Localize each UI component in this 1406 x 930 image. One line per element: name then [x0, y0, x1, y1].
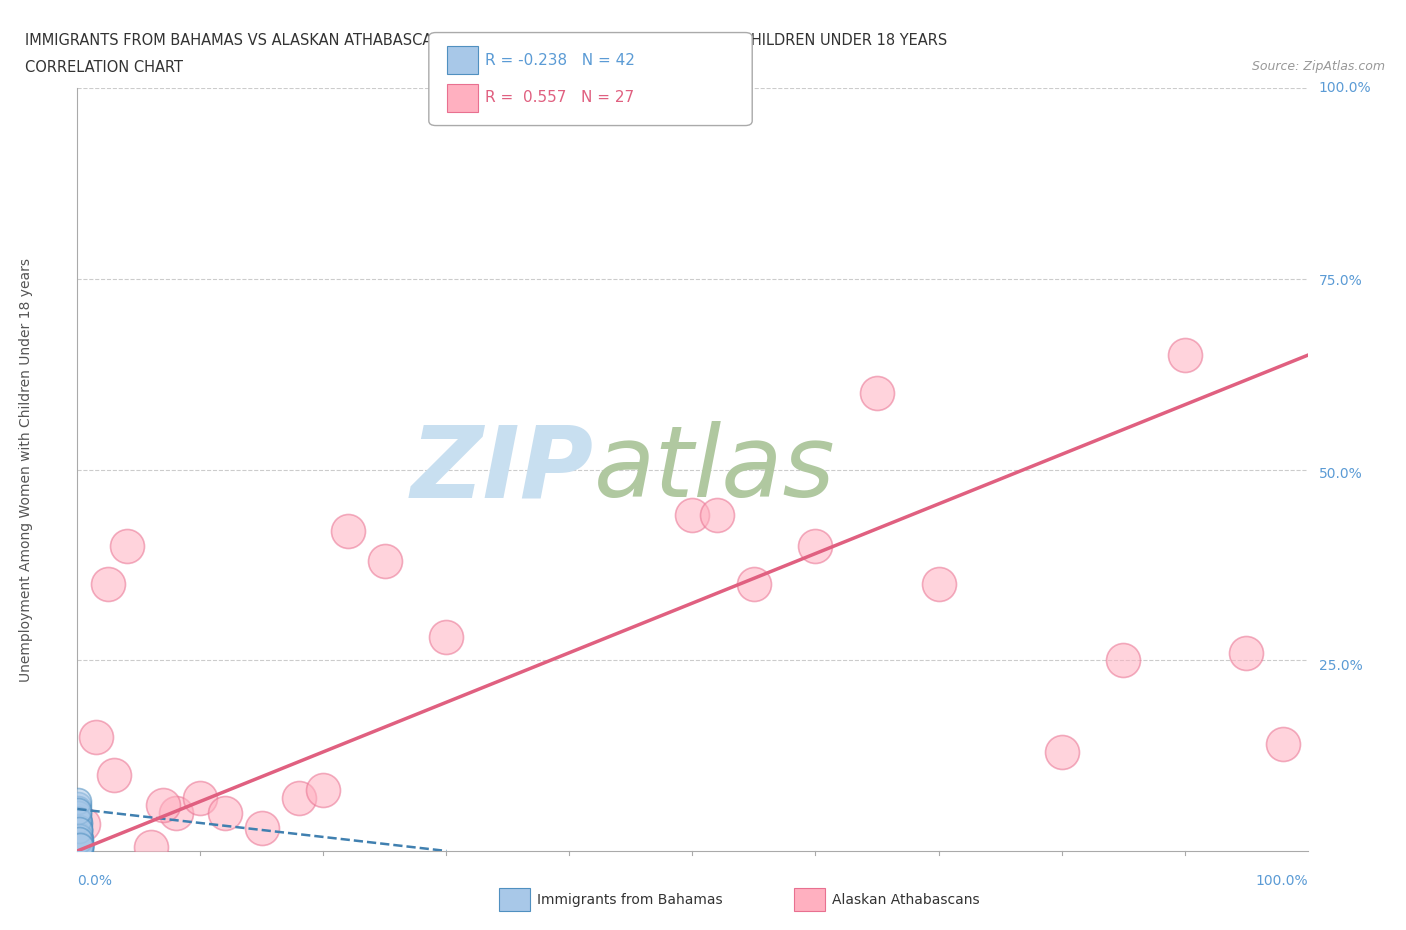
- Point: [67, 813, 90, 828]
- Point: [66, 820, 89, 835]
- Point: [67, 817, 90, 831]
- Point: [337, 524, 360, 538]
- Point: [67, 822, 90, 837]
- Point: [436, 630, 458, 644]
- Point: [67, 836, 90, 851]
- Text: 50.0%: 50.0%: [1319, 467, 1362, 482]
- Point: [67, 812, 90, 827]
- Point: [67, 809, 90, 824]
- Point: [1174, 348, 1197, 363]
- Point: [1234, 645, 1257, 660]
- Point: [67, 829, 90, 844]
- Point: [1112, 653, 1135, 668]
- Point: [67, 820, 90, 835]
- Text: 100.0%: 100.0%: [1256, 874, 1308, 888]
- Point: [67, 834, 90, 849]
- Point: [67, 805, 90, 820]
- Point: [67, 832, 90, 847]
- Point: [67, 836, 90, 851]
- Point: [67, 824, 90, 839]
- Point: [69, 838, 91, 853]
- Text: R = -0.238   N = 42: R = -0.238 N = 42: [485, 53, 636, 68]
- Point: [67, 825, 90, 840]
- Point: [141, 840, 163, 855]
- Text: IMMIGRANTS FROM BAHAMAS VS ALASKAN ATHABASCAN UNEMPLOYMENT AMONG WOMEN WITH CHIL: IMMIGRANTS FROM BAHAMAS VS ALASKAN ATHAB…: [25, 33, 948, 47]
- Text: 100.0%: 100.0%: [1319, 81, 1371, 96]
- Point: [69, 833, 91, 848]
- Point: [67, 822, 90, 837]
- Point: [866, 386, 889, 401]
- Point: [67, 819, 90, 834]
- Point: [69, 831, 91, 846]
- Point: [288, 790, 311, 805]
- Point: [66, 798, 89, 813]
- Point: [67, 827, 90, 842]
- Point: [69, 837, 91, 852]
- Point: [928, 577, 950, 591]
- Point: [84, 729, 107, 744]
- Point: [165, 805, 187, 820]
- Point: [742, 577, 765, 591]
- Point: [69, 837, 91, 852]
- Text: 75.0%: 75.0%: [1319, 273, 1362, 288]
- Text: Alaskan Athabascans: Alaskan Athabascans: [832, 893, 980, 908]
- Text: CORRELATION CHART: CORRELATION CHART: [25, 60, 183, 75]
- Text: 25.0%: 25.0%: [1319, 658, 1362, 673]
- Text: Source: ZipAtlas.com: Source: ZipAtlas.com: [1251, 60, 1385, 73]
- Point: [67, 832, 90, 847]
- Point: [1050, 744, 1073, 759]
- Point: [804, 538, 827, 553]
- Point: [69, 841, 91, 856]
- Point: [67, 830, 90, 844]
- Text: Immigrants from Bahamas: Immigrants from Bahamas: [537, 893, 723, 908]
- Point: [69, 839, 91, 854]
- Point: [67, 807, 90, 822]
- Point: [67, 830, 90, 844]
- Text: R =  0.557   N = 27: R = 0.557 N = 27: [485, 90, 634, 105]
- Point: [69, 842, 91, 857]
- Point: [66, 794, 89, 809]
- Point: [706, 508, 728, 523]
- Point: [67, 840, 90, 855]
- Text: ZIP: ZIP: [411, 421, 595, 518]
- Point: [67, 815, 90, 830]
- Point: [1272, 737, 1295, 751]
- Point: [69, 840, 91, 855]
- Point: [67, 838, 90, 853]
- Point: [67, 802, 90, 817]
- Point: [97, 577, 120, 591]
- Point: [67, 804, 90, 818]
- Point: [115, 538, 138, 553]
- Point: [682, 508, 704, 523]
- Point: [67, 813, 90, 828]
- Point: [250, 820, 273, 835]
- Point: [67, 829, 90, 844]
- Point: [374, 553, 396, 568]
- Point: [72, 817, 94, 831]
- Point: [312, 782, 335, 797]
- Point: [188, 790, 212, 805]
- Point: [69, 837, 91, 852]
- Point: [152, 798, 174, 813]
- Point: [214, 805, 236, 820]
- Text: 0.0%: 0.0%: [77, 874, 112, 888]
- Point: [103, 767, 125, 782]
- Point: [67, 833, 90, 848]
- Text: Unemployment Among Women with Children Under 18 years: Unemployment Among Women with Children U…: [18, 258, 32, 682]
- Text: atlas: atlas: [595, 421, 835, 518]
